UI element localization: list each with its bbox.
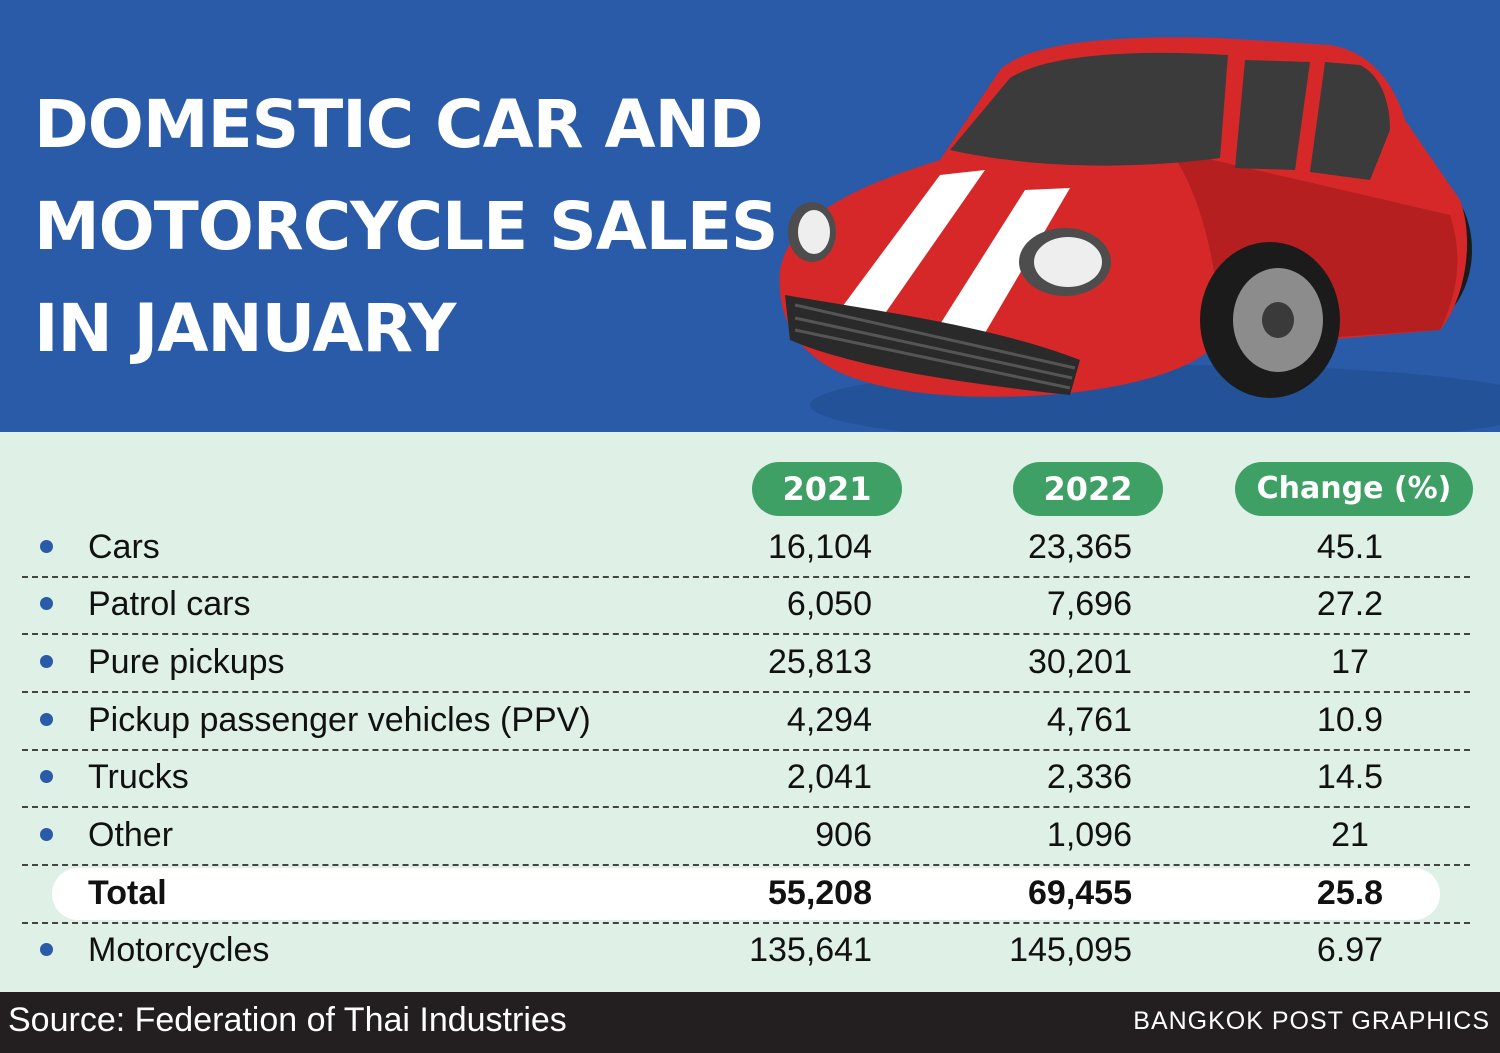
bullet-icon (40, 828, 53, 841)
table-row: Other 906 1,096 21 (22, 807, 1470, 866)
title-line-2: MOTORCYCLE SALES (34, 188, 778, 265)
row-label: Cars (88, 528, 160, 566)
value-2022: 4,761 (1046, 701, 1132, 739)
value-2021: 16,104 (768, 528, 872, 566)
value-change: 21 (1331, 816, 1369, 854)
total-row: Total 55,208 69,455 25.8 (22, 865, 1470, 924)
table-row: Pure pickups 25,813 30,201 17 (22, 634, 1470, 693)
value-2022: 30,201 (1028, 643, 1132, 681)
footer-bar: Source: Federation of Thai Industries BA… (0, 992, 1500, 1053)
value-2021: 6,050 (786, 585, 872, 623)
headlight-left-lens (798, 210, 830, 254)
value-2021: 135,641 (749, 931, 872, 969)
value-2021: 25,813 (768, 643, 872, 681)
value-change: 27.2 (1316, 585, 1384, 623)
bullet-icon (40, 597, 53, 610)
value-2021: 906 (815, 816, 872, 854)
page-title: DOMESTIC CAR AND MOTORCYCLE SALES IN JAN… (34, 74, 794, 380)
windshield (950, 52, 1228, 166)
hood-stripe-2 (925, 188, 1070, 350)
header-banner: DOMESTIC CAR AND MOTORCYCLE SALES IN JAN… (0, 0, 1500, 432)
column-header-2022: 2022 (1013, 462, 1163, 516)
value-change: 6.97 (1316, 931, 1384, 969)
table-row: Patrol cars 6,050 7,696 27.2 (22, 576, 1470, 635)
total-row-highlight (52, 868, 1440, 920)
headlight-right-lens (1034, 237, 1102, 287)
source-note: Source: Federation of Thai Industries (8, 1001, 567, 1039)
row-label: Other (88, 816, 174, 854)
value-change: 17 (1331, 643, 1369, 681)
title-line-1: DOMESTIC CAR AND (34, 86, 764, 163)
bullet-icon (40, 943, 53, 956)
bullet-icon (40, 770, 53, 783)
table-row: Trucks 2,041 2,336 14.5 (22, 749, 1470, 808)
table-row: Cars 16,104 23,365 45.1 (22, 519, 1470, 578)
value-change: 25.8 (1316, 874, 1384, 912)
value-2022: 69,455 (1028, 874, 1132, 912)
value-2021: 55,208 (768, 874, 872, 912)
column-header-2021: 2021 (752, 462, 902, 516)
value-2022: 23,365 (1028, 528, 1132, 566)
bullet-icon (40, 713, 53, 726)
value-change: 45.1 (1316, 528, 1384, 566)
value-2021: 2,041 (786, 758, 872, 796)
row-label: Pure pickups (88, 643, 285, 681)
bullet-icon (40, 540, 53, 553)
hood-stripe-1 (825, 170, 985, 335)
column-header-change: Change (%) (1235, 462, 1473, 516)
value-2022: 2,336 (1046, 758, 1132, 796)
row-label: Trucks (88, 758, 189, 796)
value-2022: 145,095 (1009, 931, 1132, 969)
value-2022: 7,696 (1046, 585, 1132, 623)
row-label: Total (88, 874, 167, 912)
table-row: Pickup passenger vehicles (PPV) 4,294 4,… (22, 692, 1470, 751)
front-wheel (1200, 242, 1340, 398)
graphics-credit: BANGKOK POST GRAPHICS (1133, 1007, 1490, 1035)
row-label: Pickup passenger vehicles (PPV) (88, 701, 591, 739)
red-car-illustration (779, 37, 1500, 432)
side-window-front (1235, 60, 1310, 170)
row-label: Patrol cars (88, 585, 251, 623)
bullet-icon (40, 655, 53, 668)
value-2021: 4,294 (786, 701, 872, 739)
title-line-3: IN JANUARY (34, 290, 456, 367)
side-window-rear (1310, 62, 1390, 180)
value-change: 14.5 (1316, 758, 1384, 796)
table-row: Motorcycles 135,641 145,095 6.97 (22, 922, 1470, 979)
value-change: 10.9 (1316, 701, 1384, 739)
value-2022: 1,096 (1046, 816, 1132, 854)
row-label: Motorcycles (88, 931, 270, 969)
